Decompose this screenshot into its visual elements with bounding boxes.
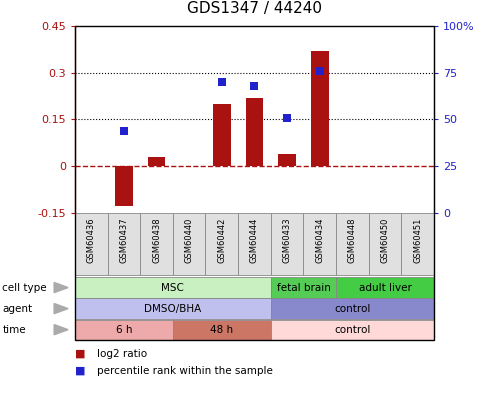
Text: percentile rank within the sample: percentile rank within the sample <box>97 366 273 376</box>
Polygon shape <box>54 282 68 293</box>
Bar <box>75 298 271 319</box>
Text: time: time <box>2 325 26 335</box>
Text: GSM60448: GSM60448 <box>348 217 357 263</box>
Text: GSM60438: GSM60438 <box>152 217 161 263</box>
Bar <box>271 320 434 340</box>
Bar <box>271 277 336 298</box>
Bar <box>107 213 140 275</box>
Bar <box>246 98 263 166</box>
Bar <box>271 298 434 319</box>
Text: cell type: cell type <box>2 283 47 292</box>
Text: fetal brain: fetal brain <box>276 283 330 292</box>
Bar <box>148 157 166 166</box>
Text: GSM60437: GSM60437 <box>119 217 128 263</box>
Text: ■: ■ <box>75 366 85 376</box>
Text: adult liver: adult liver <box>359 283 412 292</box>
Text: GSM60434: GSM60434 <box>315 217 324 263</box>
Text: MSC: MSC <box>161 283 184 292</box>
Bar <box>115 166 133 207</box>
Text: GSM60436: GSM60436 <box>87 217 96 263</box>
Text: GSM60450: GSM60450 <box>381 217 390 263</box>
Bar <box>303 213 336 275</box>
Bar <box>238 213 271 275</box>
Bar <box>213 104 231 166</box>
Polygon shape <box>54 324 68 335</box>
Text: GSM60440: GSM60440 <box>185 217 194 263</box>
Bar <box>206 213 238 275</box>
Bar <box>75 277 271 298</box>
Text: 48 h: 48 h <box>210 325 234 335</box>
Text: agent: agent <box>2 304 32 313</box>
Bar <box>271 213 303 275</box>
Bar <box>75 320 173 340</box>
Bar <box>402 213 434 275</box>
Text: log2 ratio: log2 ratio <box>97 349 147 359</box>
Text: 6 h: 6 h <box>116 325 132 335</box>
Point <box>316 68 324 74</box>
Text: control: control <box>334 325 371 335</box>
Text: DMSO/BHA: DMSO/BHA <box>144 304 202 313</box>
Text: control: control <box>334 304 371 313</box>
Text: GSM60451: GSM60451 <box>413 217 422 263</box>
Bar <box>140 213 173 275</box>
Text: GDS1347 / 44240: GDS1347 / 44240 <box>187 1 322 16</box>
Bar <box>173 320 271 340</box>
Text: GSM60444: GSM60444 <box>250 217 259 263</box>
Polygon shape <box>54 303 68 314</box>
Point <box>120 128 128 134</box>
Bar <box>311 51 329 166</box>
Point <box>218 79 226 85</box>
Bar <box>278 153 296 166</box>
Text: ■: ■ <box>75 349 85 359</box>
Bar <box>336 277 434 298</box>
Bar <box>173 213 206 275</box>
Text: GSM60442: GSM60442 <box>218 217 227 263</box>
Text: GSM60433: GSM60433 <box>282 217 291 263</box>
Point <box>283 114 291 121</box>
Bar <box>336 213 369 275</box>
Point <box>250 83 258 89</box>
Bar <box>369 213 402 275</box>
Bar <box>75 213 107 275</box>
